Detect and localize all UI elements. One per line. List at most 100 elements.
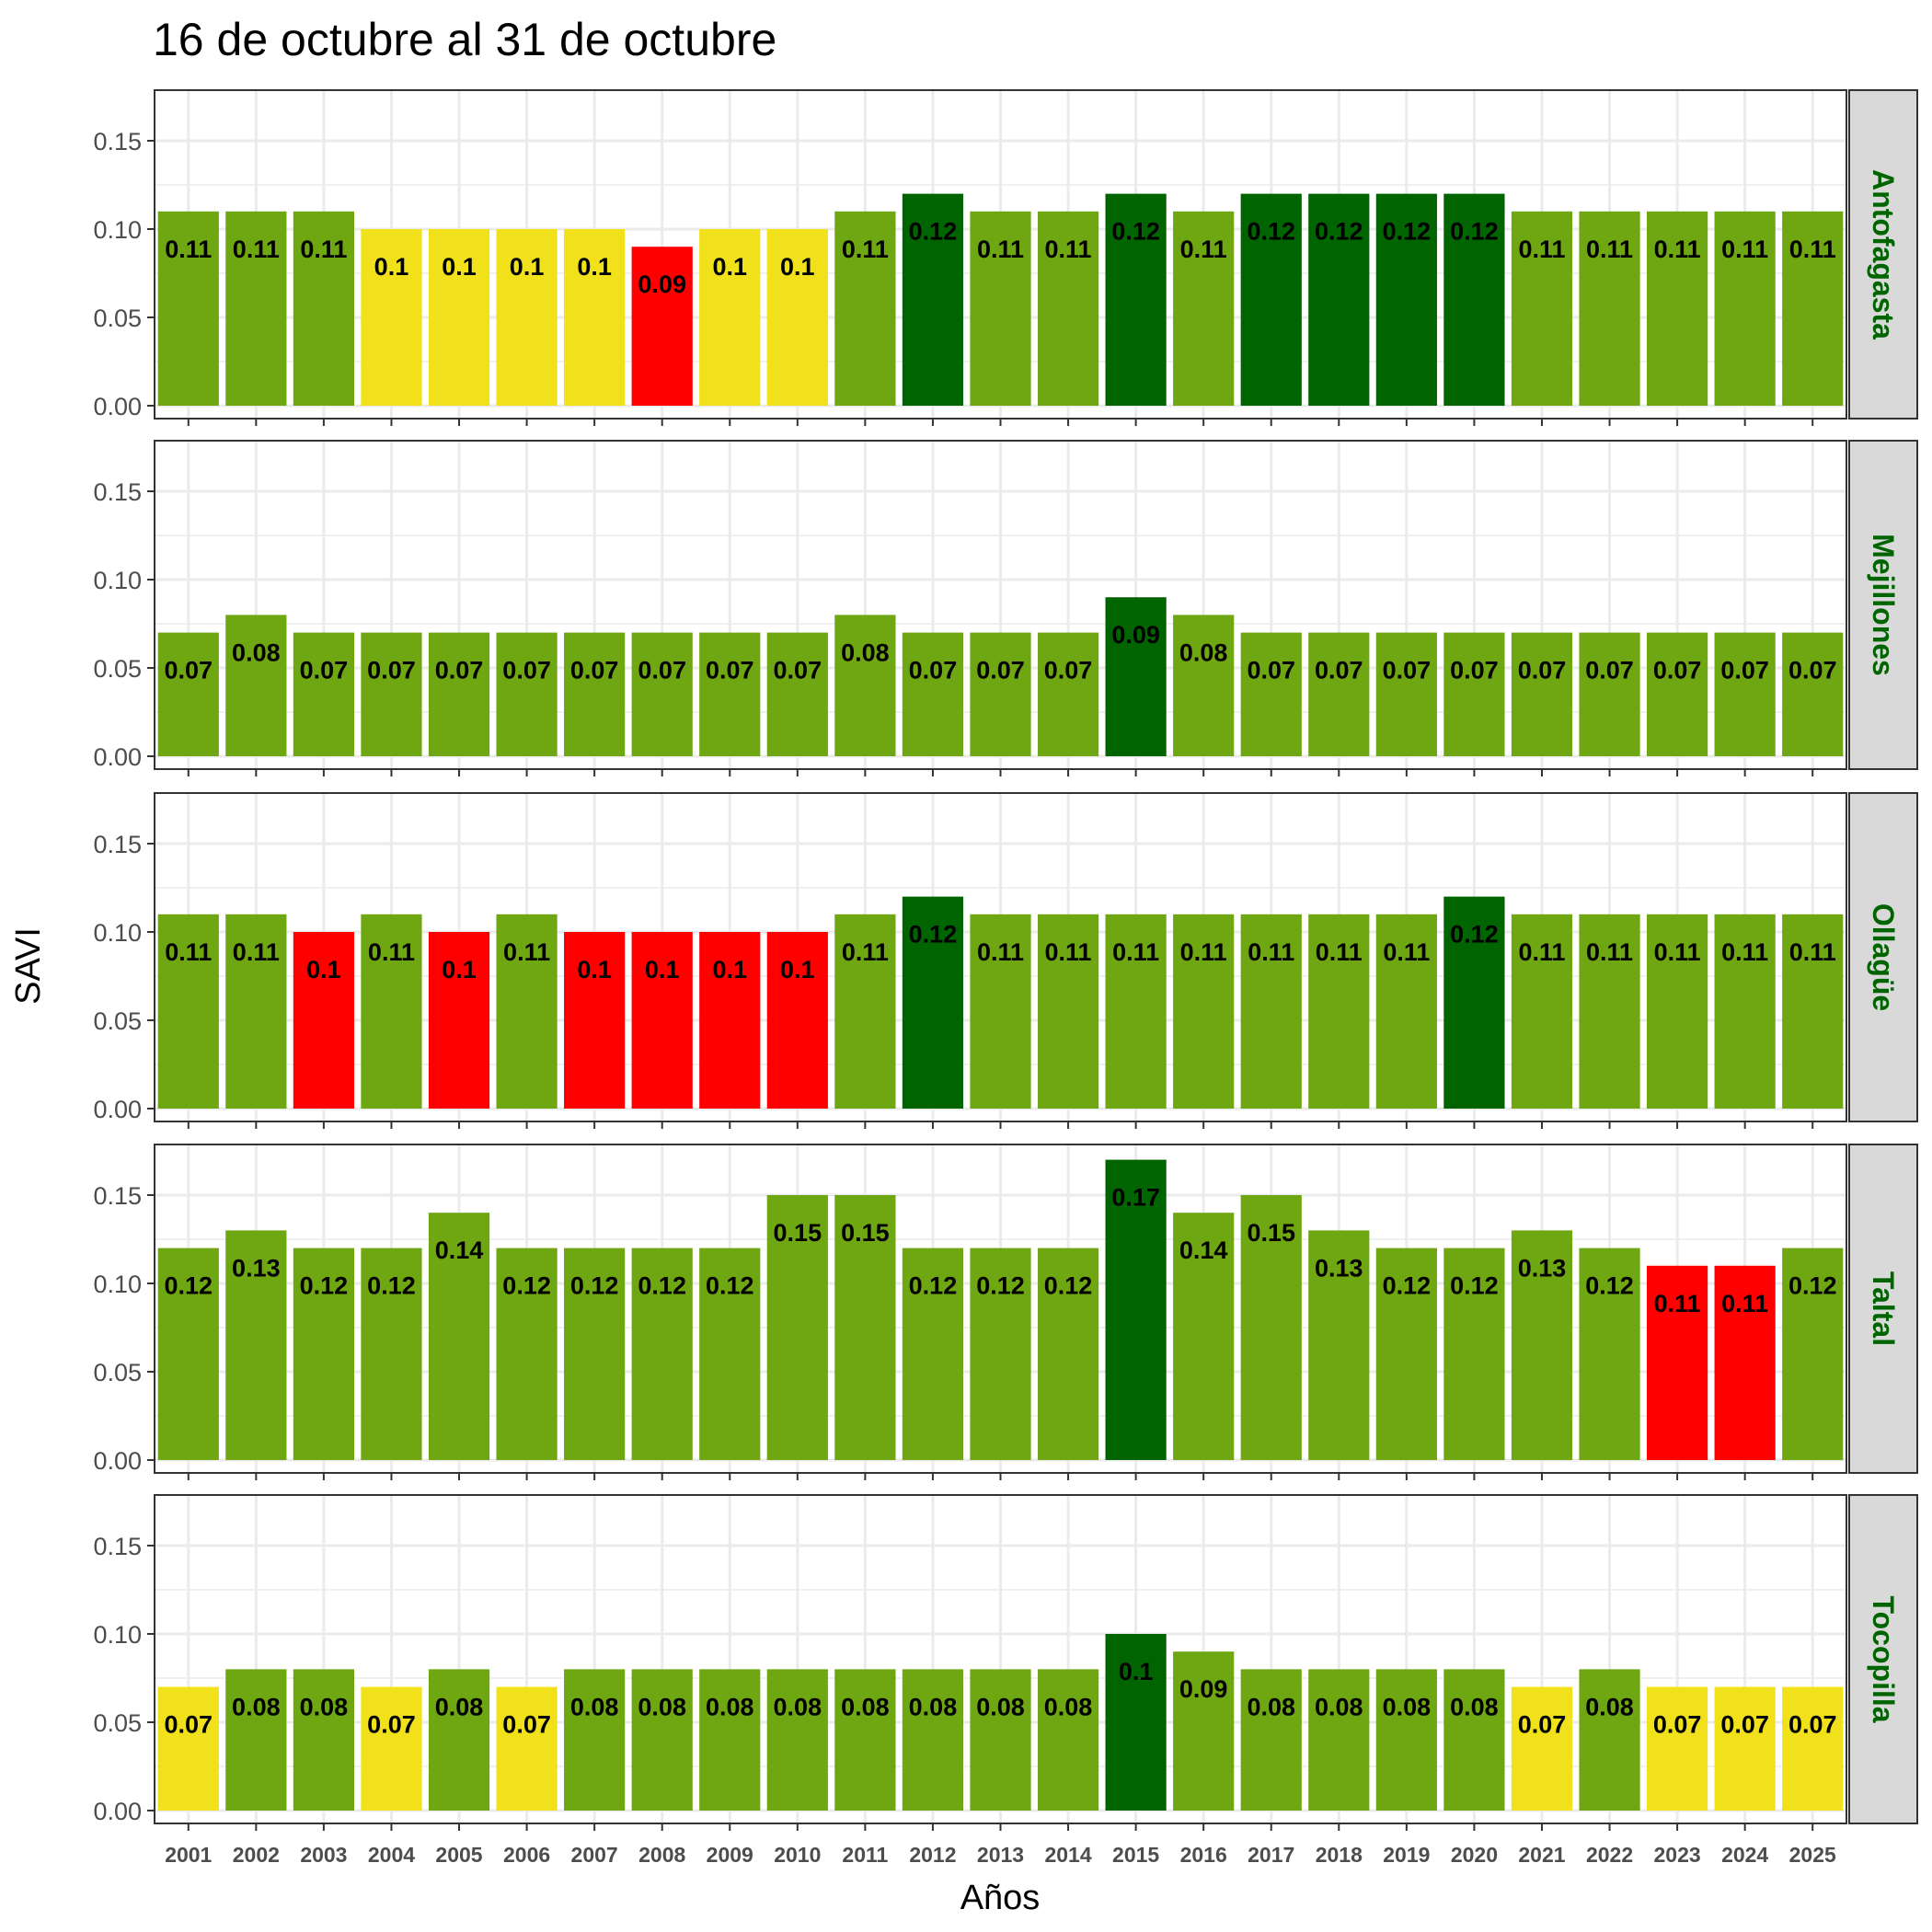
bar-label: 0.17 <box>1111 1184 1160 1212</box>
bar-label: 0.11 <box>503 938 550 966</box>
bar-mejillones-2016 <box>1173 615 1235 756</box>
bar-label: 0.12 <box>1788 1272 1837 1300</box>
bar-label: 0.12 <box>1044 1272 1093 1300</box>
bar-label: 0.07 <box>1044 657 1093 684</box>
bar-label: 0.07 <box>1720 1711 1769 1739</box>
bar-taltal-2019 <box>1375 1248 1437 1460</box>
bar-label: 0.11 <box>1045 938 1092 966</box>
bar-label: 0.07 <box>1788 657 1837 684</box>
bar-taltal-2005 <box>428 1213 490 1460</box>
x-tick-label: 2009 <box>707 1843 753 1867</box>
y-tick-label: 0.10 <box>93 216 142 244</box>
bar-ollag-e-2008 <box>631 932 693 1109</box>
facet-panels: 0.11 0.11 0.11 0.1 0.1 0.1 0.1 0.09 0.1 0.1 0.11 0.… <box>93 89 1918 1867</box>
bar-tocopilla-2023 <box>1646 1686 1708 1811</box>
bar-mejillones-2023 <box>1646 632 1708 756</box>
bar-label: 0.07 <box>300 657 349 684</box>
y-tick-label: 0.00 <box>93 1798 142 1825</box>
bar-mejillones-2001 <box>157 632 219 756</box>
bar-label: 0.11 <box>1586 938 1633 966</box>
bar-ollag-e-2025 <box>1782 914 1844 1109</box>
bar-label: 0.12 <box>1111 218 1160 246</box>
bar-label: 0.1 <box>577 956 612 983</box>
bar-ollag-e-2002 <box>225 914 287 1109</box>
facet-strip <box>1848 792 1918 1122</box>
bar-label: 0.08 <box>1315 1693 1363 1720</box>
bar-label: 0.08 <box>706 1693 754 1720</box>
bar-mejillones-2025 <box>1782 632 1844 756</box>
bar-label: 0.07 <box>1383 657 1432 684</box>
bar-label: 0.12 <box>638 1272 686 1300</box>
bar-antofagasta-2003 <box>293 211 355 406</box>
bar-label: 0.07 <box>774 657 822 684</box>
bar-taltal-2015 <box>1105 1159 1167 1460</box>
bar-ollag-e-2011 <box>834 914 896 1109</box>
bar-label: 0.1 <box>712 253 747 281</box>
y-tick-label: 0.00 <box>93 743 142 771</box>
bar-taltal-2011 <box>834 1195 896 1460</box>
bar-ollag-e-2009 <box>699 932 761 1109</box>
bar-label: 0.11 <box>1180 938 1227 966</box>
x-tick-label: 2015 <box>1112 1843 1159 1867</box>
x-tick-label: 2012 <box>909 1843 956 1867</box>
bar-taltal-2010 <box>766 1195 828 1460</box>
bar-label: 0.07 <box>570 657 619 684</box>
facet-strip-label: Taltal <box>1867 1271 1900 1346</box>
bar-label: 0.11 <box>1721 236 1768 263</box>
bar-mejillones-2002 <box>225 615 287 756</box>
y-tick-label: 0.00 <box>93 1447 142 1475</box>
bar-mejillones-2017 <box>1240 632 1302 756</box>
bar-label: 0.11 <box>1518 938 1565 966</box>
bar-tocopilla-2021 <box>1511 1686 1573 1811</box>
y-tick-label: 0.05 <box>93 1709 142 1737</box>
panel-mejillones: 0.07 0.08 0.07 0.07 0.07 0.07 0.07 0.07 0.07 0.07… <box>93 440 1918 776</box>
y-tick-label: 0.05 <box>93 655 142 683</box>
bar-label: 0.1 <box>442 253 477 281</box>
bar-label: 0.11 <box>977 938 1024 966</box>
bar-label: 0.12 <box>570 1272 619 1300</box>
bar-label: 0.08 <box>1383 1693 1432 1720</box>
bar-mejillones-2012 <box>902 632 964 756</box>
y-tick-label: 0.15 <box>93 831 142 858</box>
bar-label: 0.12 <box>976 1272 1025 1300</box>
bar-antofagasta-2020 <box>1443 193 1505 406</box>
facet-strip <box>1848 440 1918 770</box>
bar-label: 0.09 <box>1111 621 1160 649</box>
bar-antofagasta-2015 <box>1105 193 1167 406</box>
bar-tocopilla-2012 <box>902 1669 964 1811</box>
bar-taltal-2022 <box>1579 1248 1640 1460</box>
bar-mejillones-2009 <box>699 632 761 756</box>
bar-label: 0.07 <box>1653 1711 1702 1739</box>
x-tick-label: 2024 <box>1721 1843 1768 1867</box>
bar-label: 0.14 <box>435 1236 484 1264</box>
bar-label: 0.12 <box>367 1272 416 1300</box>
bar-label: 0.1 <box>374 253 409 281</box>
y-tick-label: 0.00 <box>93 1096 142 1123</box>
bar-label: 0.08 <box>1585 1693 1634 1720</box>
bar-antofagasta-2024 <box>1714 211 1776 406</box>
bar-antofagasta-2007 <box>564 229 626 406</box>
bar-tocopilla-2002 <box>225 1669 287 1811</box>
bar-label: 0.07 <box>909 657 958 684</box>
bar-label: 0.1 <box>780 956 815 983</box>
panel-ollag-e: 0.11 0.11 0.1 0.11 0.1 0.11 0.1 0.1 0.1 0.1 0.11 0.… <box>93 792 1918 1129</box>
bar-tocopilla-2017 <box>1240 1669 1302 1811</box>
x-tick-label: 2017 <box>1248 1843 1294 1867</box>
bar-label: 0.11 <box>1112 938 1159 966</box>
facet-strip <box>1848 1494 1918 1824</box>
bar-label: 0.07 <box>638 657 686 684</box>
x-tick-label: 2001 <box>165 1843 212 1867</box>
bar-label: 0.07 <box>1247 657 1295 684</box>
bar-mejillones-2018 <box>1308 632 1370 756</box>
bar-ollag-e-2020 <box>1443 896 1505 1109</box>
bar-label: 0.1 <box>1119 1658 1154 1685</box>
bar-label: 0.11 <box>842 236 889 263</box>
bar-label: 0.1 <box>780 253 815 281</box>
bar-antofagasta-2021 <box>1511 211 1573 406</box>
bar-label: 0.08 <box>232 638 281 666</box>
bar-label: 0.11 <box>1721 938 1768 966</box>
bar-antofagasta-2019 <box>1375 193 1437 406</box>
bar-label: 0.12 <box>1450 218 1499 246</box>
bar-tocopilla-2005 <box>428 1669 490 1811</box>
bar-label: 0.08 <box>774 1693 822 1720</box>
